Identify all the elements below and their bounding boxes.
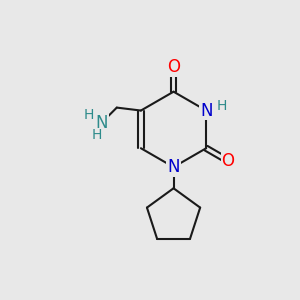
Text: N: N — [200, 101, 212, 119]
Text: N: N — [95, 114, 108, 132]
Text: O: O — [221, 152, 234, 170]
Text: O: O — [167, 58, 180, 76]
Text: H: H — [84, 108, 94, 122]
Text: H: H — [216, 99, 227, 113]
Text: H: H — [92, 128, 102, 142]
Text: N: N — [167, 158, 180, 176]
